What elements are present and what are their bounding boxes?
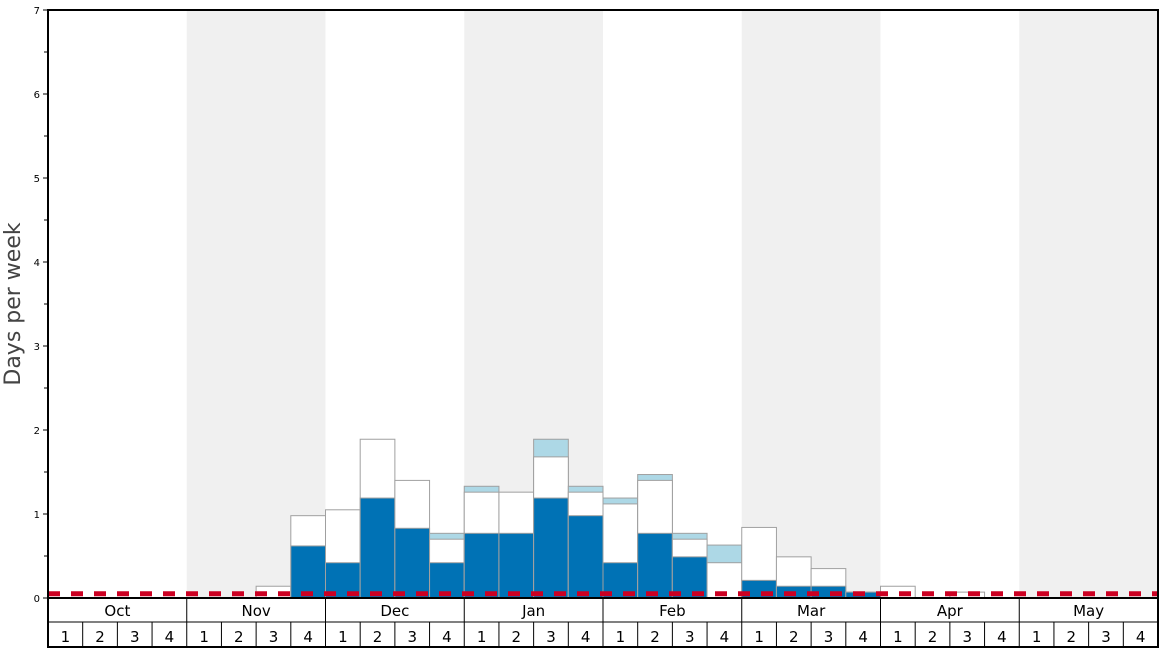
month-label: Jan bbox=[521, 602, 545, 620]
month-label: Mar bbox=[797, 602, 826, 620]
month-label: Apr bbox=[937, 602, 964, 620]
y-tick-label: 0 bbox=[34, 594, 40, 605]
y-tick-label: 1 bbox=[34, 510, 40, 521]
week-label: 3 bbox=[1101, 628, 1111, 646]
month-label: Dec bbox=[380, 602, 409, 620]
week-label: 1 bbox=[199, 628, 209, 646]
bar-solid bbox=[290, 545, 326, 599]
month-label: Oct bbox=[104, 602, 130, 620]
month-band bbox=[186, 10, 326, 598]
week-label: 4 bbox=[720, 628, 730, 646]
week-label: 4 bbox=[165, 628, 175, 646]
week-label: 4 bbox=[858, 628, 868, 646]
y-axis: 0 1 2 3 4 5 6 7 bbox=[34, 6, 48, 605]
x-axis: Oct 1 2 3 4 Nov 1 2 3 4 Dec 1 2 3 4 Jan 1 2 3 4 Feb 1 2 3 4 Mar 1 2… bbox=[47, 598, 1159, 648]
week-label: 2 bbox=[928, 628, 938, 646]
week-label: 2 bbox=[512, 628, 522, 646]
week-label: 1 bbox=[477, 628, 487, 646]
week-label: 3 bbox=[685, 628, 695, 646]
week-label: 3 bbox=[546, 628, 556, 646]
y-tick-label: 4 bbox=[34, 258, 40, 269]
month-band bbox=[741, 10, 881, 598]
week-label: 4 bbox=[581, 628, 591, 646]
month-label: Nov bbox=[241, 602, 270, 620]
week-label: 4 bbox=[1136, 628, 1146, 646]
y-tick-label: 5 bbox=[34, 174, 40, 185]
y-axis-label: Days per week bbox=[1, 222, 26, 385]
bar-solid bbox=[394, 527, 431, 599]
bar-solid bbox=[533, 497, 569, 599]
week-label: 3 bbox=[962, 628, 972, 646]
week-label: 3 bbox=[269, 628, 279, 646]
plot-frame bbox=[47, 9, 1159, 599]
y-tick-label: 2 bbox=[34, 426, 40, 437]
week-label: 1 bbox=[754, 628, 764, 646]
bar-solid bbox=[637, 532, 673, 599]
week-label: 3 bbox=[130, 628, 140, 646]
week-label: 2 bbox=[1067, 628, 1077, 646]
y-tick-label: 7 bbox=[34, 6, 40, 17]
month-band bbox=[1019, 10, 1158, 598]
week-label: 2 bbox=[650, 628, 660, 646]
week-label: 1 bbox=[338, 628, 348, 646]
week-label: 3 bbox=[407, 628, 417, 646]
week-label: 1 bbox=[1032, 628, 1042, 646]
bar-solid bbox=[567, 515, 604, 599]
week-label: 2 bbox=[373, 628, 383, 646]
week-label: 1 bbox=[893, 628, 903, 646]
week-label: 4 bbox=[303, 628, 313, 646]
week-label: 2 bbox=[234, 628, 244, 646]
week-label: 4 bbox=[442, 628, 452, 646]
week-label: 1 bbox=[616, 628, 626, 646]
week-label: 1 bbox=[61, 628, 71, 646]
week-label: 2 bbox=[95, 628, 105, 646]
y-tick-label: 6 bbox=[34, 90, 40, 101]
y-tick-label: 3 bbox=[34, 342, 40, 353]
month-bands bbox=[186, 10, 1158, 598]
bar-solid bbox=[463, 532, 500, 599]
week-label: 3 bbox=[824, 628, 834, 646]
bar-solid bbox=[359, 497, 396, 599]
month-label: Feb bbox=[659, 602, 686, 620]
month-label: May bbox=[1073, 602, 1104, 620]
week-label: 4 bbox=[997, 628, 1007, 646]
bar-solid bbox=[498, 532, 535, 599]
week-label: 2 bbox=[789, 628, 799, 646]
